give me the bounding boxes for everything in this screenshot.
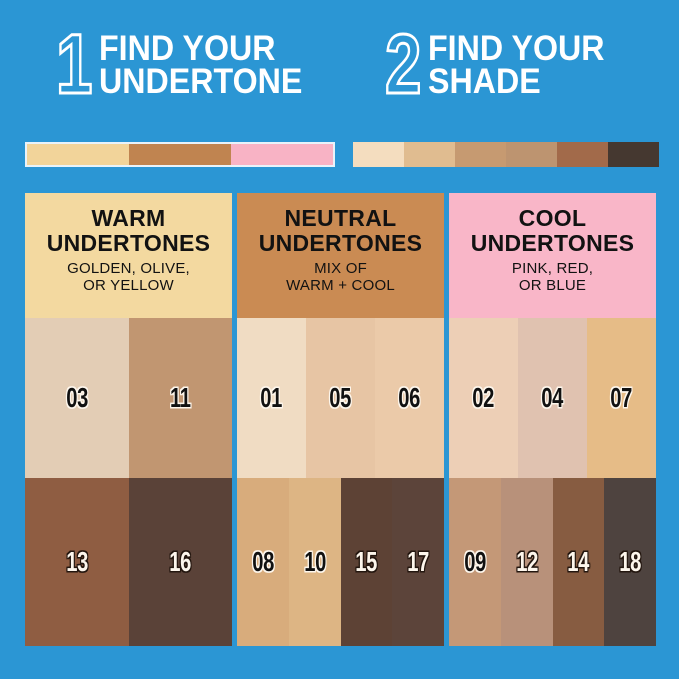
shade-number: 09 xyxy=(464,546,486,577)
shade-swatch[interactable]: 15 xyxy=(340,478,393,646)
undertone-title: NEUTRAL UNDERTONES xyxy=(259,206,423,255)
undertone-subtitle-line2: WARM + COOL xyxy=(286,277,395,295)
shade-number: 14 xyxy=(567,546,590,577)
undertone-title-line2: UNDERTONES xyxy=(258,229,423,256)
undertone-subtitle: MIX OF WARM + COOL xyxy=(286,260,395,295)
shade-number: 13 xyxy=(65,546,88,577)
undertone-column-header: COOL UNDERTONES PINK, RED, OR BLUE xyxy=(449,193,656,318)
shade-number: 07 xyxy=(610,382,633,413)
shade-row: 08 10 15 17 xyxy=(237,478,444,646)
shade-number: 15 xyxy=(355,546,378,577)
shade-row: 01 05 06 xyxy=(237,318,444,478)
step-2: 2 FIND YOUR SHADE xyxy=(384,17,675,111)
shade-swatch[interactable]: 16 xyxy=(128,478,232,646)
step-2-title-line2: SHADE xyxy=(427,62,541,102)
shade-number: 11 xyxy=(169,382,191,413)
color-bar-segment xyxy=(353,142,404,167)
undertone-title-line1: WARM xyxy=(91,205,166,231)
undertone-subtitle-line1: MIX OF xyxy=(314,260,367,278)
shade-number: 10 xyxy=(303,546,326,577)
undertone-title-line2: UNDERTONES xyxy=(470,229,635,256)
undertone-subtitle-line2: OR BLUE xyxy=(518,277,587,295)
shade-number: 01 xyxy=(260,382,283,413)
undertone-title-line1: NEUTRAL xyxy=(284,205,397,231)
shade-swatch[interactable]: 17 xyxy=(392,478,444,646)
shade-swatch[interactable]: 04 xyxy=(518,318,587,478)
shade-number: 08 xyxy=(252,546,274,577)
shade-grid: WARM UNDERTONES GOLDEN, OLIVE, OR YELLOW 03 1… xyxy=(25,193,656,646)
shade-swatch[interactable]: 10 xyxy=(288,478,341,646)
shade-number: 16 xyxy=(169,546,192,577)
color-bar-segment xyxy=(455,142,506,167)
step-2-number: 2 xyxy=(384,17,423,111)
color-bar-segment xyxy=(27,144,129,165)
shade-number: 18 xyxy=(619,546,641,577)
step-2-title: FIND YOUR SHADE xyxy=(428,28,605,99)
step-1-number: 1 xyxy=(55,17,94,111)
color-bar-segment xyxy=(404,142,455,167)
shade-row: 03 11 xyxy=(25,318,232,478)
step-1: 1 FIND YOUR UNDERTONE xyxy=(55,17,341,111)
shade-swatch[interactable]: 05 xyxy=(306,318,375,478)
undertone-subtitle-line1: GOLDEN, OLIVE, xyxy=(67,260,190,278)
undertone-title: WARM UNDERTONES xyxy=(47,206,211,255)
shade-row: 02 04 07 xyxy=(449,318,656,478)
undertone-column: COOL UNDERTONES PINK, RED, OR BLUE 02 04 07 09 1… xyxy=(449,193,656,646)
undertone-column-header: NEUTRAL UNDERTONES MIX OF WARM + COOL xyxy=(237,193,444,318)
shade-number: 17 xyxy=(407,546,429,577)
undertone-subtitle: PINK, RED, OR BLUE xyxy=(511,260,594,295)
shade-swatch[interactable]: 07 xyxy=(587,318,656,478)
shade-swatch[interactable]: 06 xyxy=(375,318,444,478)
color-bar-segment xyxy=(506,142,557,167)
shade-number: 04 xyxy=(541,382,564,413)
step-2-title-line1: FIND YOUR xyxy=(427,29,605,68)
undertone-column: WARM UNDERTONES GOLDEN, OLIVE, OR YELLOW 03 1… xyxy=(25,193,232,646)
shade-swatch[interactable]: 13 xyxy=(25,478,129,646)
shade-number: 02 xyxy=(472,382,495,413)
shade-swatch[interactable]: 03 xyxy=(25,318,129,478)
shade-swatch[interactable]: 01 xyxy=(237,318,306,478)
shade-swatch[interactable]: 08 xyxy=(237,478,289,646)
undertone-color-bar xyxy=(25,142,335,167)
undertone-title-line1: COOL xyxy=(518,205,587,231)
shade-row: 09 12 14 18 xyxy=(449,478,656,646)
step-1-title-line1: FIND YOUR xyxy=(98,29,276,68)
step-1-title: FIND YOUR UNDERTONE xyxy=(99,28,302,99)
shade-swatch[interactable]: 09 xyxy=(449,478,501,646)
shade-number: 05 xyxy=(329,382,352,413)
color-bar-segment xyxy=(557,142,608,167)
shade-number: 12 xyxy=(515,546,538,577)
undertone-subtitle: GOLDEN, OLIVE, OR YELLOW xyxy=(67,260,190,295)
shade-swatch[interactable]: 11 xyxy=(128,318,232,478)
step-2-row: 2 FIND YOUR SHADE xyxy=(384,17,675,111)
color-bar-segment xyxy=(608,142,659,167)
step-1-title-line2: UNDERTONE xyxy=(98,62,303,102)
color-bar-segment xyxy=(129,144,231,165)
shade-swatch[interactable]: 12 xyxy=(500,478,553,646)
shade-number: 03 xyxy=(65,382,88,413)
step-1-row: 1 FIND YOUR UNDERTONE xyxy=(55,17,341,111)
undertone-column: NEUTRAL UNDERTONES MIX OF WARM + COOL 01 05 06… xyxy=(237,193,444,646)
shade-number: 06 xyxy=(398,382,421,413)
color-bar-segment xyxy=(231,144,333,165)
shade-swatch[interactable]: 18 xyxy=(604,478,656,646)
undertone-column-header: WARM UNDERTONES GOLDEN, OLIVE, OR YELLOW xyxy=(25,193,232,318)
steps-header: 1 FIND YOUR UNDERTONE 2 FIND YOUR SHADE xyxy=(0,0,679,175)
undertone-subtitle-line1: PINK, RED, xyxy=(511,260,594,278)
undertone-title-line2: UNDERTONES xyxy=(46,229,211,256)
undertone-subtitle-line2: OR YELLOW xyxy=(83,277,174,295)
shade-color-bar xyxy=(353,142,659,167)
undertone-title: COOL UNDERTONES xyxy=(471,206,635,255)
shade-swatch[interactable]: 02 xyxy=(449,318,518,478)
shade-swatch[interactable]: 14 xyxy=(552,478,605,646)
shade-row: 13 16 xyxy=(25,478,232,646)
